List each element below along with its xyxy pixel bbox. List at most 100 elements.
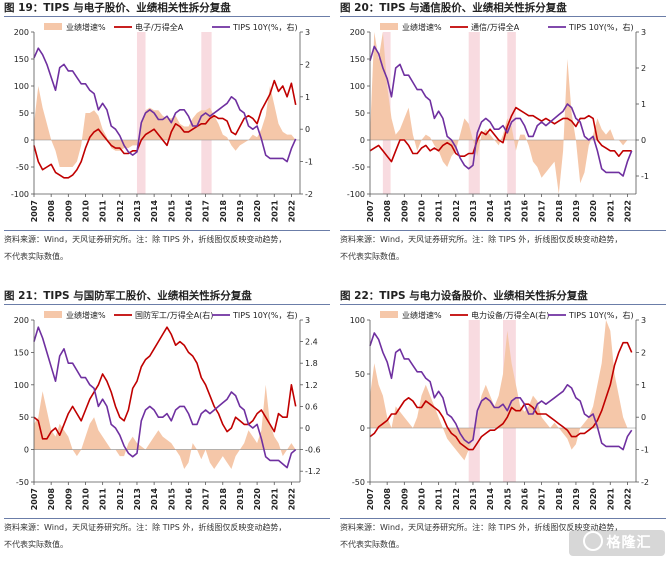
highlight-band [507, 32, 516, 194]
source-line-1: 资料来源：Wind，天风证券研究所。注：除 TIPS 外，折线图仅反映变动趋势， [340, 523, 623, 532]
y-left-tick-label: 100 [14, 82, 29, 91]
legend-label: 业绩增速% [402, 22, 442, 32]
legend-label: TIPS 10Y(%，右) [232, 22, 298, 32]
y-left-tick-label: 200 [14, 28, 29, 37]
y-right-tick-label: 1 [641, 100, 646, 109]
series-line-tips-10y [33, 47, 297, 163]
x-tick-label: 2013 [469, 200, 478, 222]
x-tick-label: 2018 [219, 488, 228, 511]
x-tick-label: 2013 [469, 488, 478, 510]
source-line-1: 资料来源：Wind，天风证券研究所。注：除 TIPS 外，折线图仅反映变动趋势， [4, 235, 287, 244]
chart-electronics: -100 -50 0 50 100 150 200 -2 -1 0 1 2 3 2007 2008 2009 2… [4, 18, 332, 228]
y-left-tick-label: 50 [19, 109, 29, 118]
panel-electronics: 图 19：TIPS 与电子股价、业绩相关性拆分复盘 -100 -50 0 50 100 1… [4, 0, 332, 276]
panel-telecom: 图 20：TIPS 与通信股价、业绩相关性拆分复盘 -100 -50 0 50 100 1… [340, 0, 668, 276]
legend-label: TIPS 10Y(%，右) [568, 310, 634, 320]
x-tick-label: 2020 [253, 200, 262, 223]
x-tick-label: 2022 [623, 200, 632, 222]
x-tick-label: 2008 [47, 200, 56, 223]
y-right-tick-label: -1 [641, 172, 649, 181]
y-right-tick-label: 0 [641, 136, 646, 145]
y-right-tick-label: 1 [641, 381, 646, 390]
chart-defense: -50 0 50 100 150 200 -1.2 -0.6 0 0.6 1.2 1.8 2.4 3 200… [4, 306, 332, 516]
chart-telecom: -100 -50 0 50 100 150 200 -1 0 1 2 3 2007 2008 2009 201… [340, 18, 668, 228]
y-right-tick-label: 1.2 [305, 381, 318, 390]
y-right-tick-label: 0.6 [305, 402, 318, 411]
x-tick-label: 2013 [133, 200, 142, 222]
y-left-tick-label: 200 [350, 28, 365, 37]
x-tick-label: 2019 [572, 488, 581, 511]
source-line-1: 资料来源：Wind，天风证券研究所。注：除 TIPS 外，折线图仅反映变动趋势， [340, 235, 623, 244]
series-line-relative-price [369, 341, 633, 451]
series-line-tips-10y [369, 332, 633, 451]
source-line-2: 不代表实际数值。 [4, 252, 68, 261]
source-note: 资料来源：Wind，天风证券研究所。注：除 TIPS 外，折线图仅反映变动趋势，… [340, 518, 666, 565]
chart-svg: -100 -50 0 50 100 150 200 -1 0 1 2 3 2007 2008 2009 201… [347, 22, 649, 223]
y-right-tick-label: 1 [305, 93, 310, 102]
chart-title: 图 20：TIPS 与通信股价、业绩相关性拆分复盘 [340, 0, 666, 17]
gelonghui-logo-icon [582, 531, 603, 551]
x-tick-label: 2009 [400, 200, 409, 223]
highlight-band [136, 32, 146, 194]
x-tick-label: 2020 [253, 488, 262, 511]
y-left-tick-label: 100 [14, 381, 29, 390]
x-tick-label: 2011 [99, 488, 108, 511]
legend-label: 通信/万得全A [471, 22, 520, 32]
y-right-tick-label: -1.2 [305, 467, 321, 476]
legend-label: 业绩增速% [66, 22, 106, 32]
x-tick-label: 2019 [236, 200, 245, 223]
chart-power-equipment: -50 0 50 100 -2 -1 0 1 2 3 2007 2008 2009 2010 2011 201… [340, 306, 668, 516]
x-tick-label: 2010 [417, 488, 426, 511]
legend-swatch-area [380, 311, 398, 318]
y-left-tick-label: 0 [360, 424, 365, 433]
x-tick-label: 2007 [366, 488, 375, 510]
x-tick-label: 2009 [64, 200, 73, 223]
series-line-relative-price [33, 326, 297, 440]
series-area-earnings-growth [34, 384, 296, 469]
x-tick-label: 2018 [219, 200, 228, 223]
legend-label: 国防军工/万得全A(右) [135, 310, 213, 320]
x-tick-label: 2015 [503, 488, 512, 511]
source-note: 资料来源：Wind，天风证券研究所。注：除 TIPS 外，折线图仅反映变动趋势，… [4, 518, 330, 565]
x-tick-label: 2012 [116, 200, 125, 222]
x-tick-label: 2017 [538, 488, 547, 510]
x-tick-label: 2014 [486, 488, 495, 511]
series-area-earnings-growth [370, 32, 632, 194]
y-right-tick-label: -1 [641, 446, 649, 455]
highlight-band [468, 320, 480, 482]
source-line-2: 不代表实际数值。 [340, 540, 404, 549]
x-tick-label: 2015 [167, 488, 176, 511]
x-tick-label: 2021 [270, 200, 279, 223]
y-left-tick-label: 150 [14, 348, 29, 357]
x-tick-label: 2012 [452, 488, 461, 510]
series-line-tips-10y [369, 45, 633, 177]
x-tick-label: 2009 [400, 488, 409, 511]
x-tick-label: 2022 [287, 200, 296, 222]
source-note: 资料来源：Wind，天风证券研究所。注：除 TIPS 外，折线图仅反映变动趋势，… [340, 230, 666, 277]
legend-swatch-area [44, 311, 62, 318]
y-left-tick-label: 150 [350, 55, 365, 64]
legend-label: 电子/万得全A [135, 22, 184, 32]
x-tick-label: 2011 [99, 200, 108, 223]
legend-swatch-area [44, 23, 62, 30]
x-tick-label: 2017 [538, 200, 547, 222]
x-tick-label: 2007 [30, 488, 39, 510]
chart-svg: -100 -50 0 50 100 150 200 -2 -1 0 1 2 3 2007 2008 2009 2… [11, 22, 313, 223]
y-left-tick-label: -50 [16, 163, 29, 172]
source-note: 资料来源：Wind，天风证券研究所。注：除 TIPS 外，折线图仅反映变动趋势，… [4, 230, 330, 277]
y-right-tick-label: 2 [641, 348, 646, 357]
y-left-tick-label: 100 [350, 316, 365, 325]
x-tick-label: 2014 [486, 200, 495, 223]
source-line-1: 资料来源：Wind，天风证券研究所。注：除 TIPS 外，折线图仅反映变动趋势， [4, 523, 287, 532]
legend-swatch-area [380, 23, 398, 30]
watermark: 格隆汇 [569, 530, 665, 556]
legend-label: TIPS 10Y(%，右) [232, 310, 298, 320]
y-left-tick-label: 50 [355, 370, 365, 379]
y-right-tick-label: 0 [305, 125, 310, 134]
source-line-2: 不代表实际数值。 [4, 540, 68, 549]
legend-label: 业绩增速% [66, 310, 106, 320]
source-line-2: 不代表实际数值。 [340, 252, 404, 261]
x-tick-label: 2009 [64, 488, 73, 511]
highlight-band [468, 32, 480, 194]
y-right-tick-label: 1.8 [305, 359, 318, 368]
